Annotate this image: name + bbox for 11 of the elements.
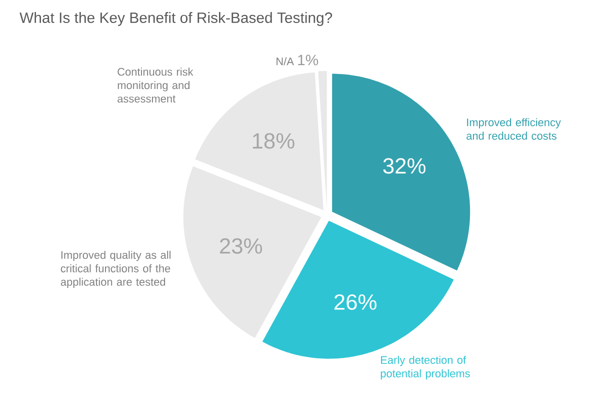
slice-label: N/A xyxy=(276,57,294,66)
data-label: 23% xyxy=(220,238,262,254)
data-label: 26% xyxy=(334,294,376,310)
data-label: 1% xyxy=(298,54,318,66)
data-label: 18% xyxy=(252,133,294,149)
chart-title: What Is the Key Benefit of Risk-Based Testing? xyxy=(20,12,332,26)
data-label: 32% xyxy=(383,158,426,174)
slice-label: Early detection of potential problems xyxy=(380,356,470,380)
slice-label: Continuous risk monitoring and assessment xyxy=(118,68,194,103)
slice-label: Improved efficiency and reduced costs xyxy=(466,118,561,140)
slice-label: Improved quality as all critical functions of the application are tested xyxy=(60,250,171,288)
